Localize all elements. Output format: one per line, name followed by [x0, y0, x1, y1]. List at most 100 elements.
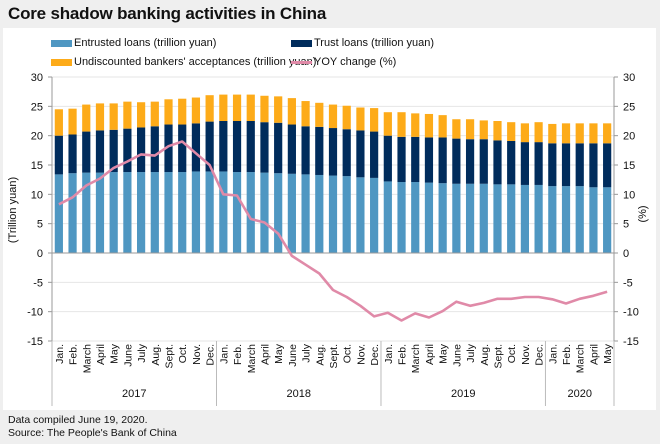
- y-tick-label-right: -10: [623, 307, 639, 319]
- bar-entrusted: [383, 181, 392, 253]
- bar-entrusted: [301, 174, 310, 253]
- x-tick-label: April: [95, 344, 107, 365]
- bar-entrusted: [287, 173, 296, 253]
- x-tick-label: Oct.: [506, 344, 518, 363]
- bar-trust: [136, 127, 146, 173]
- y-tick-label-right: 0: [623, 248, 629, 260]
- bar-trust: [534, 142, 543, 185]
- legend-label-trust: Trust loans (trillion yuan): [314, 37, 435, 49]
- bar-entrusted: [438, 183, 447, 253]
- y-tick-label-left: 25: [31, 101, 43, 113]
- y-tick-label-left: 0: [37, 248, 43, 260]
- legend-swatch-undiscounted: [51, 58, 72, 66]
- bar-undiscounted: [561, 123, 571, 144]
- bar-undiscounted: [411, 113, 420, 137]
- y-tick-label-right: 5: [623, 219, 629, 231]
- x-tick-label: Nov.: [191, 344, 203, 365]
- bar-undiscounted: [274, 96, 283, 123]
- bar-trust: [452, 138, 461, 184]
- x-tick-label: Feb.: [68, 344, 80, 365]
- bar-undiscounted: [54, 109, 63, 136]
- x-tick-label: July: [301, 343, 313, 362]
- bar-entrusted: [178, 172, 187, 253]
- legend-swatch-yoy: [291, 60, 312, 64]
- y-tick-label-right: 20: [623, 131, 635, 143]
- bar-undiscounted: [465, 119, 475, 140]
- bar-trust: [493, 140, 502, 185]
- bar-trust: [589, 143, 598, 188]
- y-axis-label-right: (%): [637, 205, 649, 222]
- x-tick-label: Nov.: [520, 344, 532, 365]
- bar-undiscounted: [95, 103, 105, 131]
- bar-entrusted: [507, 184, 516, 253]
- x-tick-label: June: [451, 344, 463, 367]
- bar-trust: [465, 139, 475, 184]
- footer: Data compiled June 19, 2020. Source: The…: [8, 414, 177, 440]
- axes: 30 30 25 25 20 20 15 15 10 10 5 5 0 0 -5 -5 -10 -10 -15 -15: [27, 72, 639, 384]
- bar-entrusted: [561, 186, 571, 253]
- y-tick-label-left: 10: [31, 189, 43, 201]
- x-tick-label: May: [438, 343, 450, 364]
- yoy-line-group: [58, 140, 608, 322]
- bar-entrusted: [123, 172, 132, 253]
- bar-trust: [301, 126, 310, 175]
- bar-undiscounted: [328, 104, 338, 129]
- bar-entrusted: [54, 174, 63, 253]
- bar-trust: [315, 126, 324, 175]
- x-tick-label: March: [575, 344, 587, 373]
- bar-undiscounted: [575, 123, 584, 144]
- x-tick-label: Jan.: [218, 344, 230, 364]
- x-tick-label: Nov.: [355, 344, 367, 365]
- bar-entrusted: [589, 187, 598, 253]
- x-tick-label: June: [122, 344, 134, 367]
- x-tick-label: April: [259, 344, 271, 365]
- y-tick-label-left: 5: [37, 219, 43, 231]
- x-tick-label: Aug.: [150, 344, 162, 366]
- bar-trust: [274, 122, 283, 174]
- x-tick-label: June: [287, 344, 299, 367]
- bar-entrusted: [424, 182, 434, 253]
- bar-undiscounted: [383, 112, 392, 136]
- y-tick-label-left: -15: [27, 336, 43, 348]
- bar-entrusted: [520, 184, 530, 253]
- bar-trust: [232, 121, 242, 173]
- y-tick-label-right: 10: [623, 189, 635, 201]
- legend-label-undiscounted: Undiscounted bankers' acceptances (trill…: [74, 56, 317, 68]
- bar-undiscounted: [178, 98, 187, 125]
- bar-trust: [370, 131, 379, 178]
- bars: [54, 94, 612, 253]
- bar-trust: [219, 121, 228, 172]
- x-tick-label: May: [273, 343, 285, 364]
- bar-entrusted: [164, 172, 173, 253]
- bar-trust: [191, 123, 201, 172]
- x-tick-label: Feb.: [397, 344, 409, 365]
- y-tick-label-right: 15: [623, 160, 635, 172]
- legend-swatch-entrusted: [51, 39, 72, 47]
- bar-undiscounted: [548, 123, 557, 144]
- bar-trust: [342, 129, 351, 177]
- bar-trust: [603, 143, 612, 188]
- bar-trust: [178, 124, 187, 173]
- x-tick-label: Sept.: [492, 344, 504, 369]
- x-tick-label: March: [410, 344, 422, 373]
- bar-entrusted: [315, 174, 324, 253]
- bar-trust: [95, 130, 105, 173]
- bar-entrusted: [411, 182, 420, 253]
- x-tick-label: March: [81, 344, 93, 373]
- bar-undiscounted: [315, 102, 324, 127]
- bar-entrusted: [465, 183, 475, 253]
- bar-entrusted: [274, 173, 283, 253]
- x-tick-label: April: [588, 344, 600, 365]
- x-tick-label: Aug.: [314, 344, 326, 366]
- bar-entrusted: [479, 183, 488, 253]
- bar-trust: [356, 130, 365, 178]
- bar-trust: [411, 136, 420, 183]
- bar-trust: [246, 121, 255, 173]
- bar-trust: [150, 126, 159, 173]
- bar-entrusted: [548, 186, 557, 253]
- legend-yoy: YOY change (%): [291, 56, 396, 68]
- bar-entrusted: [219, 171, 228, 253]
- legend-label-entrusted: Entrusted loans (trillion yuan): [74, 37, 217, 49]
- bar-entrusted: [136, 172, 146, 253]
- bar-undiscounted: [109, 103, 118, 130]
